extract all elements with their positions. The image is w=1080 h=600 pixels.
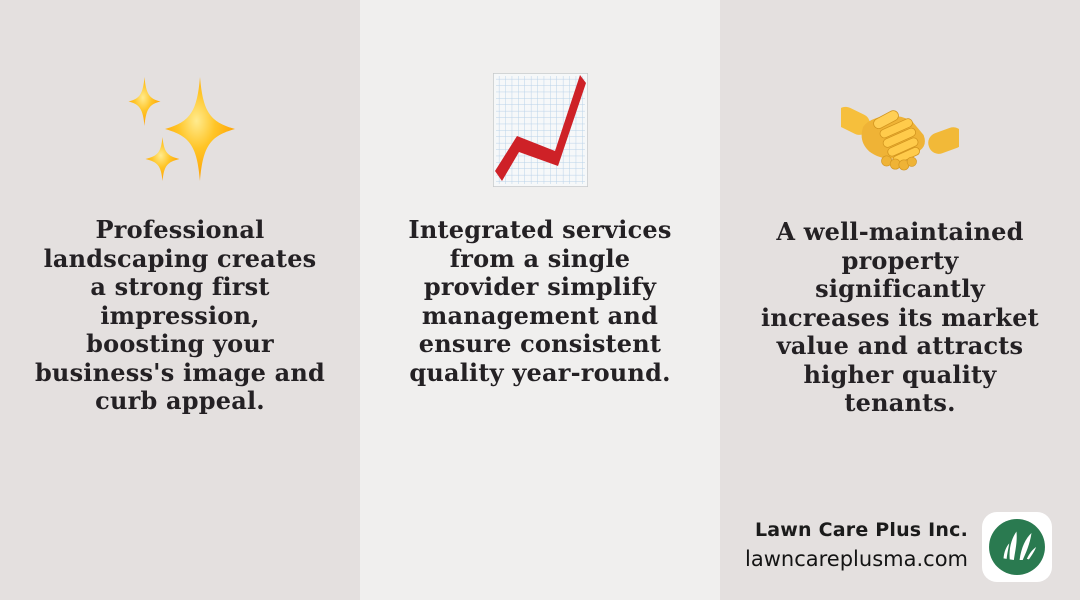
benefit-text-line: Professional: [95, 215, 265, 244]
brand-block: Lawn Care Plus Inc. lawncareplusma.com: [745, 518, 968, 572]
grass-icon: [989, 519, 1045, 575]
benefit-text-line: A well-maintained: [776, 217, 1024, 246]
benefit-text-integrated-services: Integrated services from a single provid…: [360, 215, 720, 387]
website-url: lawncareplusma.com: [745, 547, 968, 571]
benefit-text-line: Integrated services: [408, 215, 672, 244]
benefit-text-property-value: A well-maintained property significantly…: [720, 217, 1080, 418]
benefit-text-line: value and attracts: [776, 331, 1024, 360]
benefit-card-property-value: A well-maintained property significantly…: [720, 0, 1080, 600]
benefit-text-line: curb appeal.: [95, 386, 265, 415]
benefit-text-line: a strong first: [90, 272, 270, 301]
handshake-icon: [720, 95, 1080, 175]
benefit-text-line: quality year-round.: [409, 357, 671, 387]
company-name: Lawn Care Plus Inc.: [754, 519, 968, 541]
benefit-text-line: higher quality: [803, 359, 997, 389]
benefit-text-line: management and: [421, 300, 659, 330]
chart-increasing-icon: [360, 73, 720, 187]
benefit-card-integrated-services: Integrated services from a single provid…: [360, 0, 720, 600]
benefit-text-line: provider simplify: [423, 272, 657, 301]
benefit-card-first-impression: Professional landscaping creates a stron…: [0, 0, 360, 600]
benefit-text-line: boosting your: [86, 329, 274, 358]
sparkles-icon: [0, 74, 360, 184]
benefit-text-line: business's image and: [34, 357, 326, 387]
company-logo: [982, 512, 1052, 582]
benefit-text-line: significantly: [815, 274, 985, 303]
benefit-text-line: property: [841, 245, 959, 275]
benefit-text-line: tenants.: [844, 388, 956, 417]
benefit-text-line: increases its market: [761, 302, 1039, 332]
benefit-text-line: impression,: [100, 300, 260, 330]
benefit-text-first-impression: Professional landscaping creates a stron…: [0, 215, 360, 416]
benefit-text-line: ensure consistent: [418, 329, 662, 358]
benefit-text-line: from a single: [449, 243, 631, 273]
benefit-text-line: landscaping creates: [43, 243, 317, 273]
